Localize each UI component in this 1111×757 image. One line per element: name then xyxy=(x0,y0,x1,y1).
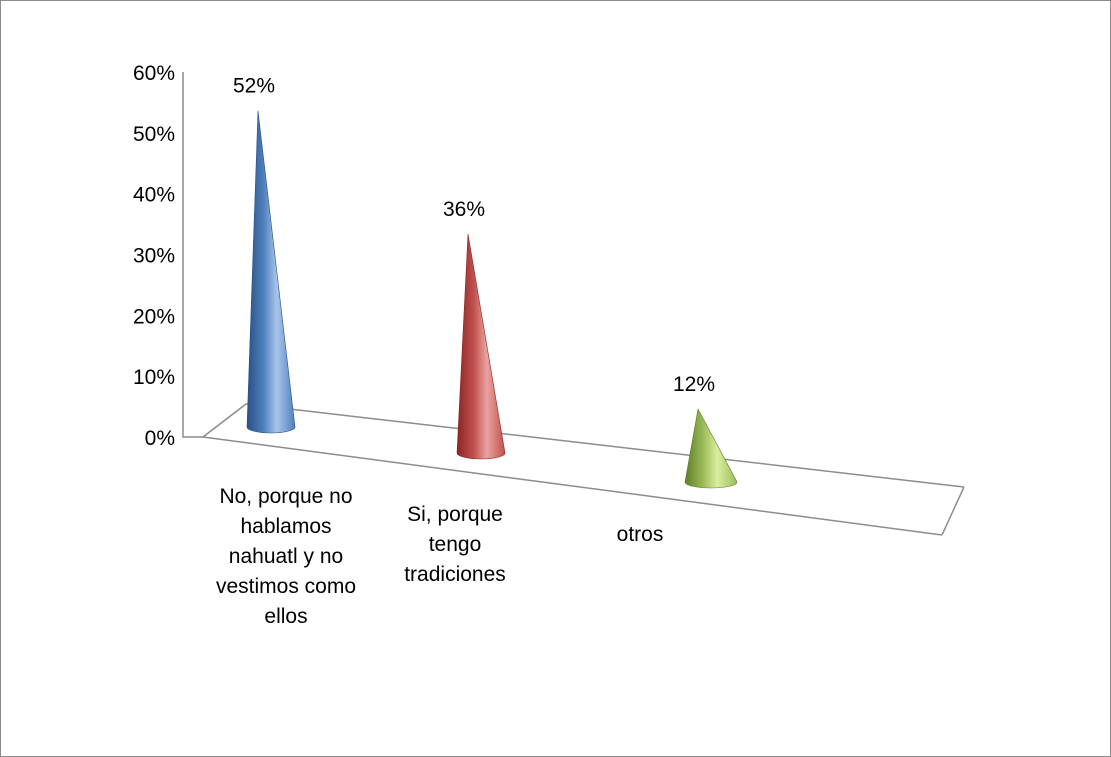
category-label-line: otros xyxy=(617,523,664,546)
data-label: 52% xyxy=(233,75,275,98)
data-label: 12% xyxy=(673,373,715,396)
y-tick-label: 10% xyxy=(133,366,175,389)
category-label-line: nahuatl y no xyxy=(229,545,343,568)
y-axis-ticks: 0% 10% 20% 30% 40% 50% 60% xyxy=(133,62,175,450)
category-label-line: Si, porque xyxy=(407,503,503,526)
y-axis-line xyxy=(182,72,203,438)
floor-front-edge xyxy=(202,436,943,536)
cone-bar xyxy=(684,408,738,489)
cone-bar xyxy=(456,233,506,460)
category-label: No, porque no hablamos nahuatl y no vestimo… xyxy=(216,485,356,628)
category-label-line: hablamos xyxy=(240,515,331,538)
data-label: 36% xyxy=(443,198,485,221)
y-tick-label: 30% xyxy=(133,245,175,268)
category-label: otros xyxy=(617,523,664,546)
y-tick-label: 50% xyxy=(133,123,175,146)
cone-body xyxy=(456,233,506,460)
bars xyxy=(246,110,738,489)
category-label-line: tengo xyxy=(429,533,482,556)
category-label-line: ellos xyxy=(264,605,307,628)
y-tick-label: 20% xyxy=(133,305,175,328)
floor-right-edge xyxy=(941,486,965,536)
category-label-line: No, porque no xyxy=(219,485,352,508)
category-label: Si, porque tengo tradiciones xyxy=(404,503,506,586)
axis-layer xyxy=(182,72,965,536)
floor-left-edge xyxy=(202,403,247,438)
y-tick-label: 60% xyxy=(133,62,175,85)
data-labels: 52% 36% 12% xyxy=(233,75,715,396)
category-labels: No, porque no hablamos nahuatl y no vestimo… xyxy=(216,485,663,628)
y-tick-label: 0% xyxy=(145,427,175,450)
y-tick-label: 40% xyxy=(133,184,175,207)
floor-back-edge xyxy=(245,403,965,488)
category-label-line: tradiciones xyxy=(404,563,506,586)
cone-bar xyxy=(246,110,296,434)
category-label-line: vestimos como xyxy=(216,575,356,598)
cone-body xyxy=(684,408,738,489)
cone-body xyxy=(246,110,296,434)
